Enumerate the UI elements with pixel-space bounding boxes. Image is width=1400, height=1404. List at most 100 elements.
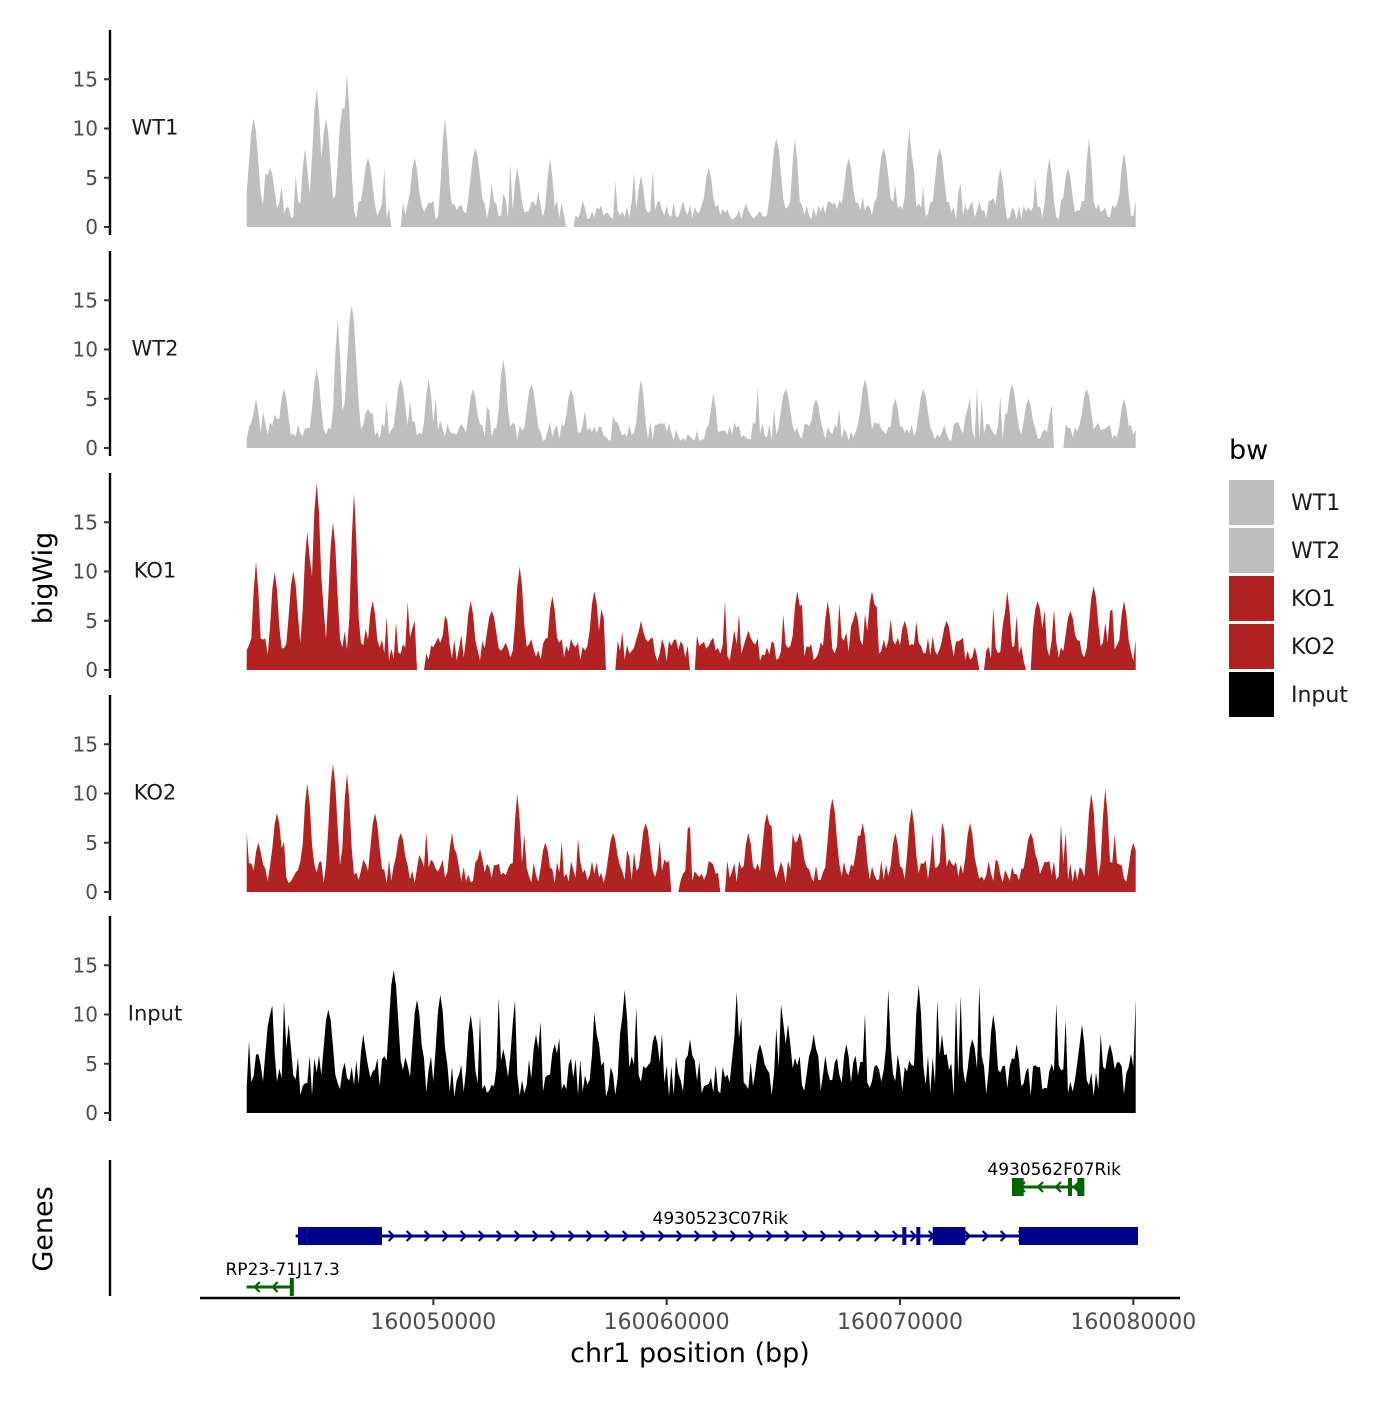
y-tick-label: 5 (85, 166, 98, 190)
coverage-area-ko1 (246, 482, 1136, 670)
strand-arrow (801, 1230, 810, 1242)
gene-exon (298, 1227, 308, 1245)
strand-arrow (1036, 1181, 1044, 1193)
gene-exon (932, 1227, 966, 1245)
strand-arrow (837, 1230, 846, 1242)
track-ko1: 0 5 10 15 KO1 (73, 473, 1136, 682)
y-tick-label: 10 (73, 338, 98, 362)
legend-item-ko2: KO2 (1229, 624, 1336, 669)
track-ko2: 0 5 10 15 KO2 (73, 695, 1136, 904)
strand-arrow (603, 1230, 612, 1242)
strand-arrow (477, 1230, 486, 1242)
gene-label: 4930523C07Rik (653, 1209, 789, 1229)
track-label-wt2: WT2 (132, 336, 179, 360)
strand-arrow (441, 1230, 450, 1242)
x-tick-label: 160070000 (837, 1310, 963, 1335)
strand-arrow (1054, 1181, 1062, 1193)
y-tick-label: 0 (85, 880, 98, 904)
legend-item-input: Input (1229, 672, 1348, 717)
x-axis-title: chr1 position (bp) (570, 1338, 810, 1369)
y-tick-label: 5 (85, 831, 98, 855)
strand-arrow (495, 1230, 504, 1242)
gene-exon (1077, 1178, 1085, 1196)
legend-title: bw (1229, 435, 1268, 466)
legend-swatch (1229, 624, 1274, 669)
gene-label: RP23-71J17.3 (226, 1260, 340, 1280)
x-tick-label: 160050000 (370, 1310, 496, 1335)
y-tick-label: 5 (85, 387, 98, 411)
strand-arrow (271, 1281, 279, 1293)
track-label-input: Input (128, 1001, 182, 1025)
gene-exon (289, 1278, 294, 1296)
strand-arrow (405, 1230, 414, 1242)
y-tick-label: 10 (73, 117, 98, 141)
strand-arrow (387, 1230, 396, 1242)
strand-arrow (459, 1230, 468, 1242)
strand-arrow (963, 1230, 972, 1242)
gene-exon (916, 1227, 921, 1245)
y-tick-label: 10 (73, 1003, 98, 1027)
coverage-area-wt2 (246, 305, 1136, 448)
track-wt1: 0 5 10 15 WT1 (73, 30, 1136, 239)
coverage-area-input (246, 970, 1136, 1113)
track-input: 0 5 10 15 Input (73, 916, 1136, 1125)
legend: bw WT1 WT2 KO1 KO2 Input (1229, 435, 1348, 717)
legend-label: Input (1291, 683, 1348, 708)
y-tick-label: 15 (73, 732, 98, 756)
strand-arrow (909, 1230, 918, 1242)
track-wt2: 0 5 10 15 WT2 (73, 251, 1136, 460)
legend-label: KO2 (1291, 635, 1336, 660)
gene-exon (902, 1227, 907, 1245)
y-tick-label: 0 (85, 1101, 98, 1125)
strand-arrow (765, 1230, 774, 1242)
strand-arrow (639, 1230, 648, 1242)
strand-arrow (783, 1230, 792, 1242)
strand-arrow (747, 1230, 756, 1242)
x-axis: 160050000 160060000 160070000 160080000 (200, 1296, 1196, 1335)
tracks-layer: 0 5 10 15 WT1 0 5 10 15 WT2 0 5 10 15 KO1 0 5 10 15 KO2 0 5 10… (73, 30, 1136, 1125)
genes-layer: 4930562F07Rik 4930523C07Rik RP23-71J17.3 (108, 1160, 1138, 1296)
y-tick-label: 0 (85, 658, 98, 682)
legend-swatch (1229, 480, 1274, 525)
gene-exon (1068, 1178, 1072, 1196)
gene-4930562f07rik: 4930562F07Rik (987, 1160, 1121, 1196)
y-tick-label: 5 (85, 1052, 98, 1076)
y-tick-label: 10 (73, 560, 98, 584)
strand-arrow (675, 1230, 684, 1242)
legend-swatch (1229, 576, 1274, 621)
legend-swatch (1229, 528, 1274, 573)
strand-arrow (513, 1230, 522, 1242)
strand-arrow (711, 1230, 720, 1242)
gene-exon (1019, 1227, 1138, 1245)
strand-arrow (531, 1230, 540, 1242)
strand-arrow (423, 1230, 432, 1242)
strand-arrow (621, 1230, 630, 1242)
strand-arrow (999, 1230, 1008, 1242)
y-tick-label: 15 (73, 510, 98, 534)
gene-label: 4930562F07Rik (987, 1160, 1121, 1180)
legend-item-wt1: WT1 (1229, 480, 1340, 525)
y-tick-label: 0 (85, 215, 98, 239)
y-tick-label: 15 (73, 953, 98, 977)
track-label-ko2: KO2 (134, 780, 177, 804)
legend-label: KO1 (1291, 587, 1336, 612)
strand-arrow (891, 1230, 900, 1242)
strand-arrow (693, 1230, 702, 1242)
y-tick-label: 5 (85, 609, 98, 633)
strand-arrow (981, 1230, 990, 1242)
gene-4930523c07rik: 4930523C07Rik (295, 1209, 1138, 1245)
legend-swatch (1229, 672, 1274, 717)
strand-arrow (585, 1230, 594, 1242)
y-tick-label: 0 (85, 436, 98, 460)
y-tick-label: 10 (73, 782, 98, 806)
gene-rp23-71j17.3: RP23-71J17.3 (226, 1260, 340, 1296)
coverage-area-wt1 (246, 74, 1136, 227)
gene-exon (1012, 1178, 1024, 1196)
strand-arrow (253, 1281, 261, 1293)
x-tick-label: 160060000 (604, 1310, 730, 1335)
strand-arrow (873, 1230, 882, 1242)
strand-arrow (729, 1230, 738, 1242)
gene-exon (307, 1227, 382, 1245)
